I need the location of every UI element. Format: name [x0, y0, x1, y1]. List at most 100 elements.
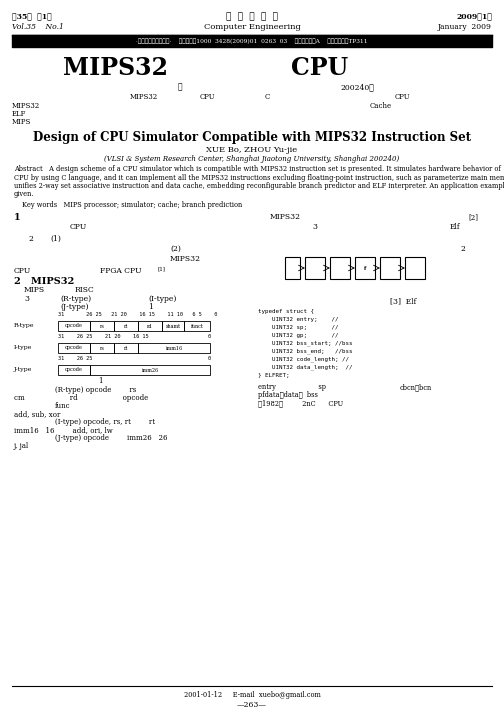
- Text: (1): (1): [50, 235, 61, 243]
- Text: CPU by using C language, and it can implement all the MIPS32 instructions exclud: CPU by using C language, and it can impl…: [14, 173, 504, 182]
- Text: (VLSI & System Research Center, Shanghai Jiaotong University, Shanghai 200240): (VLSI & System Research Center, Shanghai…: [104, 155, 400, 163]
- Bar: [58, 321, 90, 331]
- Text: 2   MIPS32: 2 MIPS32: [14, 277, 74, 285]
- Text: funct: funct: [191, 324, 204, 329]
- Bar: [138, 343, 210, 353]
- Text: 31    26 25    21 20    16 15                   0: 31 26 25 21 20 16 15 0: [58, 334, 211, 339]
- Text: (R-type) opcode        rs: (R-type) opcode rs: [55, 386, 136, 394]
- Text: 2001-01-12     E-mail  xuebo@gmail.com: 2001-01-12 E-mail xuebo@gmail.com: [183, 691, 321, 699]
- Text: func: func: [55, 402, 71, 410]
- Text: [1]: [1]: [157, 267, 165, 272]
- Text: FPGA CPU: FPGA CPU: [100, 267, 142, 275]
- Text: （: （: [178, 83, 182, 91]
- Text: MIPS32: MIPS32: [62, 56, 167, 80]
- Text: [2]: [2]: [468, 213, 478, 221]
- Text: CPU: CPU: [291, 56, 349, 80]
- Text: 第35卷  第1期: 第35卷 第1期: [12, 13, 52, 21]
- Text: (2): (2): [170, 245, 181, 253]
- Bar: [162, 321, 184, 331]
- Bar: [380, 257, 400, 279]
- Bar: [58, 365, 90, 375]
- Text: 1: 1: [98, 377, 102, 385]
- Text: 2: 2: [28, 235, 33, 243]
- Text: unifies 2-way set associative instruction and data cache, embedding reconfigurab: unifies 2-way set associative instructio…: [14, 182, 504, 190]
- Bar: [355, 257, 375, 279]
- Text: R-type: R-type: [14, 324, 34, 329]
- Text: J-type: J-type: [14, 367, 32, 372]
- Text: rs: rs: [100, 346, 104, 351]
- Text: CPU: CPU: [200, 93, 216, 101]
- Text: rs: rs: [100, 324, 104, 329]
- Text: } ELFRET;: } ELFRET;: [258, 372, 289, 377]
- Bar: [305, 257, 325, 279]
- Text: 200240）: 200240）: [340, 83, 374, 91]
- Text: entry                    sp: entry sp: [258, 383, 326, 391]
- Text: Key words   MIPS processor; simulator; cache; branch prediction: Key words MIPS processor; simulator; cac…: [22, 201, 242, 209]
- Text: UINT32 entry;    //: UINT32 entry; //: [258, 317, 339, 322]
- Text: given.: given.: [14, 190, 34, 198]
- Text: rt: rt: [124, 346, 128, 351]
- Bar: [58, 343, 90, 353]
- Text: 计  算  机  工  程: 计 算 机 工 程: [226, 13, 278, 21]
- Text: MIPS: MIPS: [24, 286, 45, 294]
- Text: UINT32 code_length; //: UINT32 code_length; //: [258, 356, 349, 361]
- Text: [3]  Elf: [3] Elf: [390, 297, 416, 305]
- Text: 1: 1: [148, 303, 153, 311]
- Bar: [114, 321, 138, 331]
- Text: (I-type) opcode, rs, rt        rt: (I-type) opcode, rs, rt rt: [55, 418, 155, 426]
- Text: j, jal: j, jal: [14, 442, 29, 450]
- Text: 2: 2: [460, 245, 465, 253]
- Text: I-type: I-type: [14, 346, 32, 351]
- Text: RISC: RISC: [75, 286, 95, 294]
- Text: opcode: opcode: [65, 324, 83, 329]
- Text: (J-type): (J-type): [60, 303, 89, 311]
- Bar: [138, 321, 162, 331]
- Text: MIPS32: MIPS32: [12, 102, 40, 110]
- Bar: [184, 321, 210, 331]
- Text: 1: 1: [14, 212, 21, 222]
- Text: MIPS32: MIPS32: [270, 213, 301, 221]
- Text: UINT32 data_length;  //: UINT32 data_length; //: [258, 364, 352, 370]
- Text: cbcn，bcn: cbcn，bcn: [400, 383, 432, 391]
- Text: UINT32 gp;       //: UINT32 gp; //: [258, 332, 339, 337]
- Text: 31    26 25                                     0: 31 26 25 0: [58, 356, 211, 361]
- Text: CPU: CPU: [70, 223, 87, 231]
- Text: typedef struct {: typedef struct {: [258, 309, 314, 314]
- Text: add, sub, xor: add, sub, xor: [14, 410, 60, 418]
- Text: ·开发研究与设计技术·    文章编号：1000  3428(2009)01  0263  03    文献标识码：A    中图分类号：TP311: ·开发研究与设计技术· 文章编号：1000 3428(2009)01 0263 …: [136, 39, 368, 43]
- Text: (R-type): (R-type): [60, 295, 91, 303]
- Text: UINT32 bss_end;   //bss: UINT32 bss_end; //bss: [258, 348, 352, 354]
- Text: C: C: [265, 93, 270, 101]
- Text: (J-type) opcode        imm26   26: (J-type) opcode imm26 26: [55, 434, 167, 442]
- Text: UINT32 bss_start; //bss: UINT32 bss_start; //bss: [258, 340, 352, 346]
- Text: imm16: imm16: [165, 346, 182, 351]
- Text: UINT32 sp;       //: UINT32 sp; //: [258, 324, 339, 329]
- Text: —263—: —263—: [237, 701, 267, 709]
- Text: pfdata（data）  bss: pfdata（data） bss: [258, 391, 318, 399]
- Text: Elf: Elf: [450, 223, 461, 231]
- Bar: [90, 365, 210, 375]
- Bar: [285, 257, 300, 279]
- Text: imm26: imm26: [142, 367, 159, 372]
- Text: Abstract   A design scheme of a CPU simulator which is compatible with MIPS32 in: Abstract A design scheme of a CPU simula…: [14, 165, 501, 173]
- Text: imm16   16        add, ori, lw: imm16 16 add, ori, lw: [14, 426, 113, 434]
- Text: XUE Bo, ZHOU Yu-jie: XUE Bo, ZHOU Yu-jie: [207, 146, 297, 154]
- Text: CPU: CPU: [14, 267, 31, 275]
- Text: Cache: Cache: [370, 102, 392, 110]
- Text: opcode: opcode: [65, 367, 83, 372]
- Bar: [405, 257, 425, 279]
- Text: （1982）         2nC      CPU: （1982） 2nC CPU: [258, 399, 343, 407]
- Text: Vol.35    No.1: Vol.35 No.1: [12, 23, 64, 31]
- Text: cm                    rd                    opcode: cm rd opcode: [14, 394, 148, 402]
- Text: rd: rd: [147, 324, 153, 329]
- Text: Design of CPU Simulator Compatible with MIPS32 Instruction Set: Design of CPU Simulator Compatible with …: [33, 131, 471, 145]
- Text: rt: rt: [124, 324, 128, 329]
- Text: ELF: ELF: [12, 110, 26, 118]
- Text: opcode: opcode: [65, 346, 83, 351]
- Text: 31       26 25   21 20    16 15    11 10   6 5    0: 31 26 25 21 20 16 15 11 10 6 5 0: [58, 312, 217, 317]
- Text: 3: 3: [24, 295, 29, 303]
- Text: CPU: CPU: [395, 93, 411, 101]
- Text: MIPS32: MIPS32: [170, 255, 201, 263]
- Bar: [90, 343, 114, 353]
- Text: 2009年1月: 2009年1月: [456, 13, 492, 21]
